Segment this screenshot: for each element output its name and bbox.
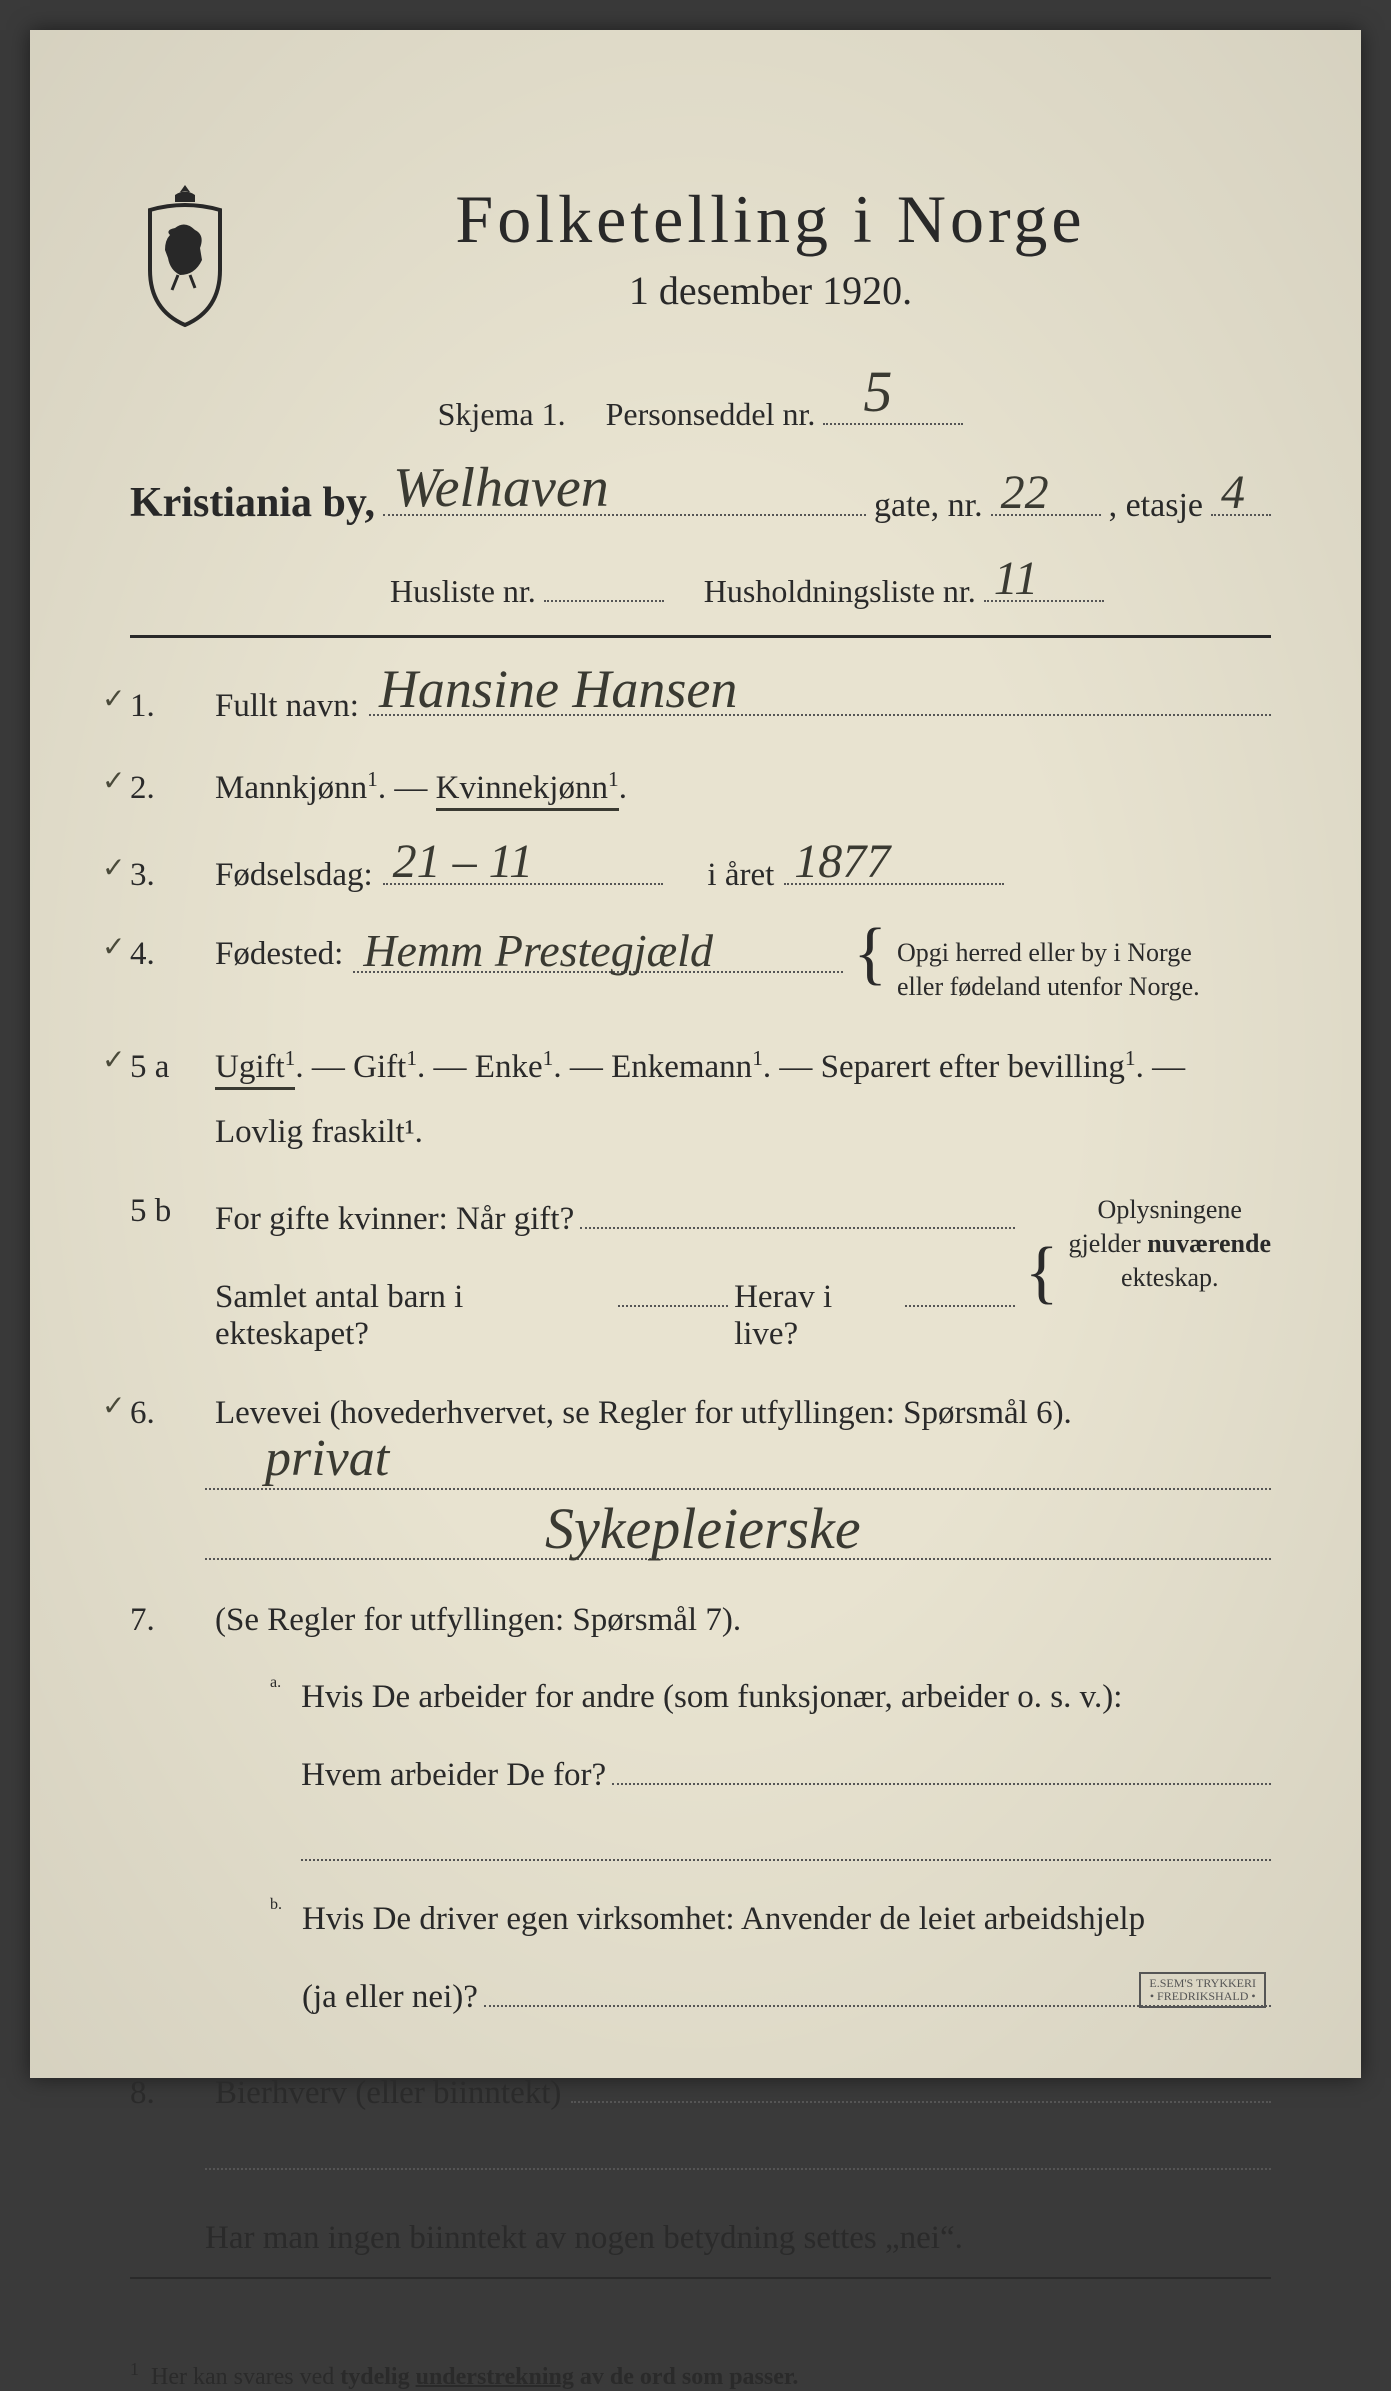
header: Folketelling i Norge 1 desember 1920. [130,180,1271,330]
street-field: Welhaven [383,478,866,515]
q2-female: Kvinnekjønn1 [436,770,619,811]
q1-field: Hansine Hansen [369,680,1271,716]
q1-row: 1. Fullt navn: Hansine Hansen [130,680,1271,725]
q8-num: 8. [130,2075,205,2112]
q3-label: Fødselsdag: [215,857,373,894]
q3-year-field: 1877 [784,849,1004,885]
q7a-text2: Hvem arbeider De for? [301,1747,606,1803]
husliste-label: Husliste nr. [390,573,536,609]
street-value: Welhaven [393,456,609,520]
etasje-label: , etasje [1109,487,1203,525]
q7-label: (Se Regler for utfyllingen: Spørsmål 7). [215,1602,741,1639]
q4-field: Hemm Prestegjæld [353,936,843,972]
q8-field [571,2067,1271,2103]
brace-icon: { [1025,1255,1059,1290]
q4-note: Opgi herred eller by i Norge eller fødel… [897,936,1200,1004]
q2-num: 2. [130,770,205,807]
q5a-line2: Lovlig fraskilt¹. [215,1114,423,1151]
personseddel-value: 5 [863,358,892,425]
q1-value: Hansine Hansen [379,658,737,720]
husliste-field [544,567,664,602]
q3-num: 3. [130,857,205,894]
q7b-text1: Hvis De driver egen virksomhet: Anvender… [302,1891,1271,1947]
q8-label: Bierhverv (eller biinntekt) [215,2075,561,2112]
q5b-note: Oplysningene gjelder nuværende ekteskap. [1069,1193,1271,1294]
q5b-num: 5 b [130,1193,205,1230]
q3-year-label: i året [707,857,774,894]
q4-label: Fødested: [215,936,343,973]
coat-of-arms-icon [130,180,240,330]
main-title: Folketelling i Norge [270,180,1271,259]
gate-nr-value: 22 [1001,465,1049,520]
q5b-gift-field [580,1193,1015,1229]
q7a-field2 [301,1841,1271,1861]
schema-line: Skjema 1. Personseddel nr. 5 [130,390,1271,433]
personseddel-field: 5 [823,390,963,425]
q2-text: Mannkjønn1. — Kvinnekjønn1. [215,767,627,807]
q3-day-field: 21 – 11 [383,849,663,885]
location-line: Kristiania by, Welhaven gate, nr. 22 , e… [130,478,1271,526]
q8-field2 [205,2150,1271,2170]
q6-num: 6. [130,1395,205,1432]
q4-value: Hemm Prestegjæld [363,924,713,977]
husholdning-value: 11 [994,551,1038,606]
q4-row: 4. Fødested: Hemm Prestegjæld { Opgi her… [130,936,1271,1004]
q7b-label: b. [270,1891,282,2025]
title-block: Folketelling i Norge 1 desember 1920. [270,180,1271,314]
q5b-barn-field [618,1270,728,1306]
subtitle: 1 desember 1920. [270,267,1271,314]
q6-row: 6. Levevei (hovederhvervet, se Regler fo… [130,1395,1271,1432]
q8-row: 8. Bierhverv (eller biinntekt) [130,2067,1271,2112]
gate-label: gate, nr. [874,487,983,525]
husholdning-label: Husholdningsliste nr. [704,573,976,609]
closing-text: Har man ingen biinntekt av nogen betydni… [130,2220,1271,2257]
q6-field2: Sykepleierske [205,1540,1271,1560]
divider-bottom [130,2277,1271,2279]
q6-value1: privat [265,1429,389,1488]
printer-stamp: E.SEM'S TRYKKERI • FREDRIKSHALD • [1139,1972,1266,2008]
q7a: a. Hvis De arbeider for andre (som funks… [130,1669,1271,1861]
q5a-options: Ugift1. — Gift1. — Enke1. — Enkemann1. —… [215,1046,1185,1086]
q5a-row2: Lovlig fraskilt¹. [130,1114,1271,1151]
q5b-line2a: Samlet antal barn i ekteskapet? [215,1279,612,1353]
city-label: Kristiania by, [130,479,375,527]
q4-num: 4. [130,936,205,973]
census-form-page: Folketelling i Norge 1 desember 1920. Sk… [30,30,1361,2078]
q3-year-value: 1877 [794,834,890,889]
gate-nr-field: 22 [991,478,1101,515]
q7b-text2: (ja eller nei)? [302,1969,478,2025]
q1-num: 1. [130,688,205,725]
brace-icon: { [853,936,887,971]
q3-row: 3. Fødselsdag: 21 – 11 i året 1877 [130,849,1271,894]
personseddel-label: Personseddel nr. [606,396,816,432]
q5a-num: 5 a [130,1049,205,1086]
q2-male: Mannkjønn1. [215,770,386,806]
q6-value2: Sykepleierske [545,1495,861,1562]
list-numbers-line: Husliste nr. Husholdningsliste nr. 11 [130,567,1271,610]
q5a-row: 5 a Ugift1. — Gift1. — Enke1. — Enkemann… [130,1046,1271,1086]
husholdning-field: 11 [984,567,1104,602]
q1-label: Fullt navn: [215,688,359,725]
footnote: 1 Her kan svares ved tydelig understrekn… [130,2359,1271,2391]
q3-day-value: 21 – 11 [393,834,533,889]
q7a-text1: Hvis De arbeider for andre (som funksjon… [301,1669,1271,1725]
q6-label: Levevei (hovederhvervet, se Regler for u… [215,1395,1072,1432]
q5b-row: 5 b For gifte kvinner: Når gift? Samlet … [130,1193,1271,1353]
etasje-value: 4 [1221,465,1245,520]
q7-row: 7. (Se Regler for utfyllingen: Spørsmål … [130,1602,1271,1639]
schema-label: Skjema 1. [438,396,566,432]
divider-top [130,635,1271,638]
q7a-label: a. [270,1669,281,1861]
q5b-line2b: Herav i live? [734,1279,899,1353]
q5b-live-field [905,1270,1015,1306]
q7a-field [612,1748,1271,1784]
q5b-line1a: For gifte kvinner: Når gift? [215,1201,574,1238]
q2-row: 2. Mannkjønn1. — Kvinnekjønn1. [130,767,1271,807]
q7-num: 7. [130,1602,205,1639]
etasje-field: 4 [1211,478,1271,515]
q6-field1: privat [205,1470,1271,1490]
q7b: b. Hvis De driver egen virksomhet: Anven… [130,1891,1271,2025]
